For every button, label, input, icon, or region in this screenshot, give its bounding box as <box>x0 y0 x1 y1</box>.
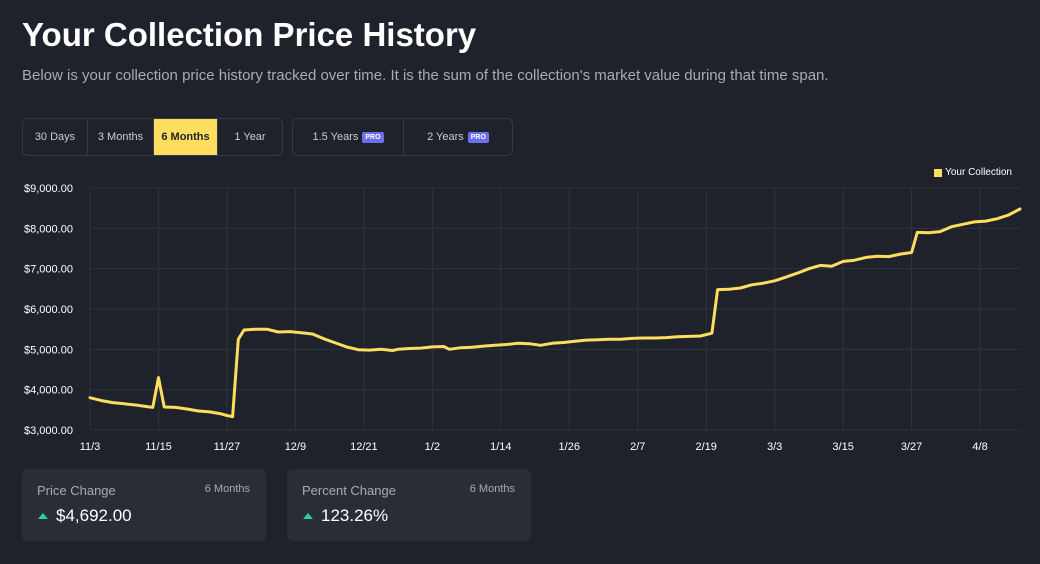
x-tick-label: 11/15 <box>145 441 172 453</box>
range-2-years-label: 2 Years <box>427 131 464 143</box>
price-change-card: Price Change 6 Months $4,692.00 <box>22 469 266 541</box>
pro-badge: PRO <box>467 131 489 143</box>
stat-value: $4,692.00 <box>56 506 132 525</box>
x-tick-label: 4/8 <box>972 441 987 453</box>
y-tick-label: $7,000.00 <box>24 264 73 276</box>
price-history-chart: $3,000.00 $4,000.00 $5,000.00 $6,000.00 $7,0… <box>24 183 1022 453</box>
x-tick-label: 1/2 <box>425 441 440 453</box>
stat-period: 6 Months <box>204 483 250 495</box>
x-tick-label: 12/9 <box>285 441 306 453</box>
y-tick-label: $5,000.00 <box>24 344 73 356</box>
y-tick-label: $6,000.00 <box>24 304 73 316</box>
page-subtitle: Below is your collection price history t… <box>22 67 829 84</box>
pro-range-selector: 1.5 Years PRO 2 Years PRO <box>292 118 513 156</box>
range-1-5-years-label: 1.5 Years <box>312 131 359 143</box>
stat-label: Price Change <box>37 483 116 498</box>
y-tick-label: $4,000.00 <box>24 385 73 397</box>
range-selector: 30 Days 3 Months 6 Months 1 Year <box>22 118 283 156</box>
range-3-months-button[interactable]: 3 Months <box>87 119 153 155</box>
stat-value: 123.26% <box>321 506 389 525</box>
stat-label: Percent Change <box>302 483 396 498</box>
chart-legend[interactable]: Your Collection <box>934 167 1012 178</box>
y-tick-label: $8,000.00 <box>24 223 73 235</box>
x-tick-label: 12/21 <box>350 441 378 453</box>
x-tick-label: 3/3 <box>767 441 782 453</box>
x-tick-label: 3/15 <box>832 441 853 453</box>
range-2-years-button[interactable]: 2 Years PRO <box>403 119 512 155</box>
range-6-months-button[interactable]: 6 Months <box>153 119 217 155</box>
x-tick-label: 1/26 <box>559 441 580 453</box>
legend-label: Your Collection <box>945 167 1012 178</box>
page-title: Your Collection Price History <box>22 16 477 53</box>
x-tick-label: 3/27 <box>901 441 922 453</box>
x-tick-label: 11/3 <box>80 441 101 453</box>
series-line-your-collection <box>88 207 1022 419</box>
legend-swatch <box>934 168 943 177</box>
pro-badge: PRO <box>362 131 384 143</box>
x-tick-label: 2/19 <box>695 441 716 453</box>
stat-period: 6 Months <box>469 483 515 495</box>
x-tick-label: 2/7 <box>630 441 645 453</box>
y-tick-label: $3,000.00 <box>24 425 73 437</box>
range-1-5-years-button[interactable]: 1.5 Years PRO <box>293 119 403 155</box>
arrow-up-icon <box>38 513 48 519</box>
range-1-year-button[interactable]: 1 Year <box>217 119 282 155</box>
arrow-up-icon <box>303 513 313 519</box>
x-tick-label: 11/27 <box>214 441 241 453</box>
percent-change-card: Percent Change 6 Months 123.26% <box>287 469 531 541</box>
range-30-days-button[interactable]: 30 Days <box>34 131 76 143</box>
y-tick-label: $9,000.00 <box>24 183 73 195</box>
x-tick-label: 1/14 <box>490 441 511 453</box>
